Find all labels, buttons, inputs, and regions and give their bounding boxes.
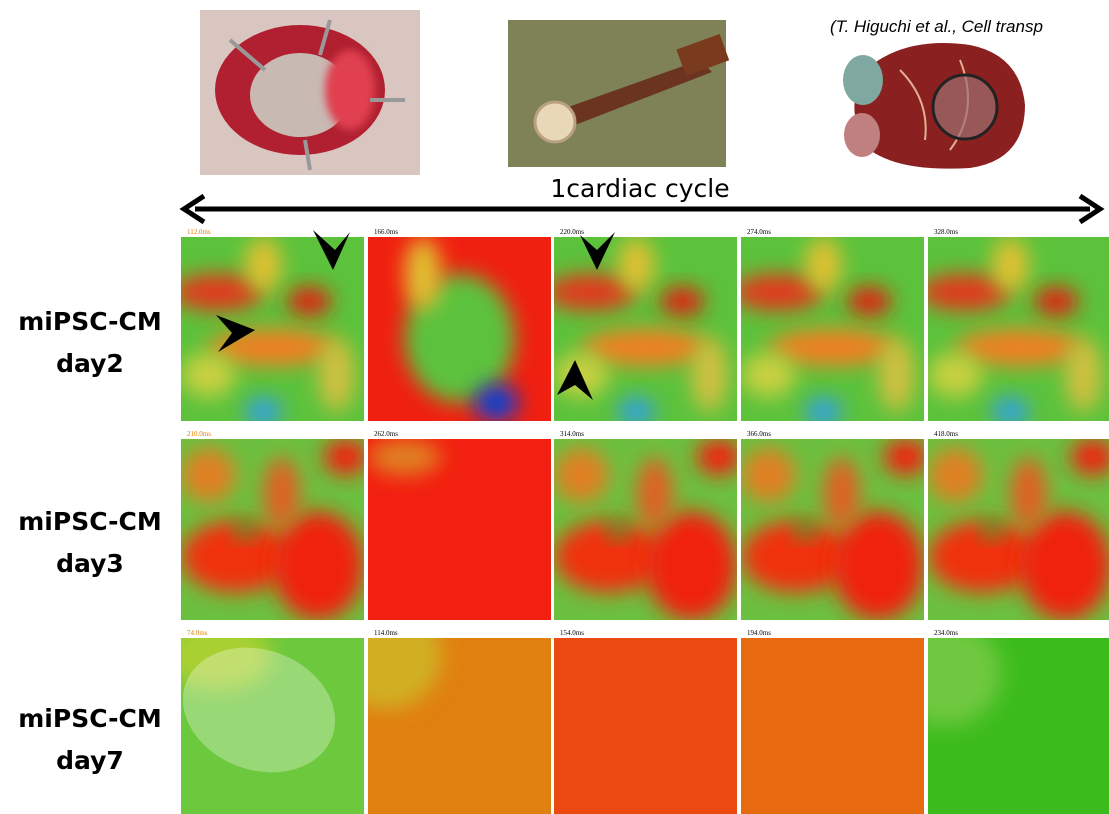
row-label: miPSC-CM [18, 507, 161, 536]
heatmap-bg [554, 638, 737, 814]
heatmap [181, 439, 368, 620]
heatmap-blob [983, 520, 1001, 538]
heatmap-blob [263, 457, 300, 529]
time-label: 262.0ms [374, 430, 398, 438]
row-label: day3 [56, 549, 124, 578]
heatmap-blob [368, 439, 441, 475]
heatmap [741, 638, 924, 814]
heatmap [928, 439, 1109, 620]
heatmap-blob [1065, 338, 1102, 412]
figure: (T. Higuchi et al., Cell transp 1cardiac… [0, 0, 1109, 814]
heatmap-blob [554, 448, 609, 502]
heatmap [163, 620, 364, 814]
time-label: 112.0ms [187, 228, 211, 236]
heatmap-blob [1034, 287, 1078, 316]
heatmap-blob [878, 338, 915, 412]
heatmap-blob [1010, 457, 1047, 529]
heatmap-blob [181, 353, 236, 397]
time-label: 210.0ms [187, 430, 211, 438]
heatmap [554, 439, 741, 620]
heatmap-blob [618, 397, 655, 426]
heatmap-blob [618, 237, 655, 292]
time-label: 154.0ms [560, 629, 584, 637]
time-label: 166.0ms [374, 228, 398, 236]
heatmap-blob [245, 237, 282, 292]
heatmap-blob [474, 384, 518, 421]
heatmap-blob [324, 439, 368, 475]
heatmap [172, 237, 364, 427]
heatmap [741, 439, 928, 620]
electrode-photo [508, 20, 729, 167]
time-label: 74.0ms [187, 629, 208, 637]
heart-image [843, 43, 1025, 169]
heatmap-blob [236, 520, 254, 538]
heatmap-blob [660, 287, 704, 316]
heatmap-blob [697, 439, 741, 475]
heatmap-blob [741, 448, 796, 502]
row-label: miPSC-CM [18, 704, 161, 733]
heatmap-blob [181, 448, 236, 502]
heatmap-blob [805, 397, 842, 426]
heatmap [331, 603, 551, 814]
heatmap-blob [928, 353, 983, 397]
heatmap-blob [928, 448, 983, 502]
heatmap [891, 620, 1109, 814]
heatmap-blob [884, 439, 928, 475]
heatmap-blob [287, 287, 331, 316]
citation: (T. Higuchi et al., Cell transp [830, 17, 1043, 36]
time-label: 418.0ms [934, 430, 958, 438]
time-label: 274.0ms [747, 228, 771, 236]
heatmap-bg [741, 638, 924, 814]
heatmap-blob [805, 237, 842, 292]
page: (T. Higuchi et al., Cell transp 1cardiac… [0, 0, 1109, 814]
heatmap-blob [609, 520, 627, 538]
time-label: 314.0ms [560, 430, 584, 438]
time-label: 234.0ms [934, 629, 958, 637]
heatmap [732, 237, 924, 427]
heatmap-blob [847, 287, 891, 316]
time-label: 114.0ms [374, 629, 398, 637]
heatmap [368, 439, 551, 620]
row-label: miPSC-CM [18, 307, 161, 336]
time-label: 220.0ms [560, 228, 584, 236]
heatmap-blob [245, 397, 282, 426]
row-label: day2 [56, 349, 124, 378]
heatmap-blob [823, 457, 860, 529]
heatmap-blob [992, 397, 1029, 426]
heatmap-blob [741, 353, 796, 397]
heatmap [919, 237, 1109, 427]
heatmap-blob [691, 338, 728, 412]
heatmap-blob [405, 237, 442, 311]
time-label: 366.0ms [747, 430, 771, 438]
heatmap [554, 638, 737, 814]
heatmap-blob [636, 457, 673, 529]
heatmap [368, 237, 551, 421]
surgery-photo [200, 10, 420, 175]
row-label: day7 [56, 746, 124, 775]
heatmap-blob [796, 520, 814, 538]
heatmap [545, 237, 737, 427]
heatmap-blob [992, 237, 1029, 292]
time-label: 194.0ms [747, 629, 771, 637]
heatmap-blob [318, 338, 355, 412]
cycle-label: 1cardiac cycle [550, 174, 729, 203]
time-label: 328.0ms [934, 228, 958, 236]
